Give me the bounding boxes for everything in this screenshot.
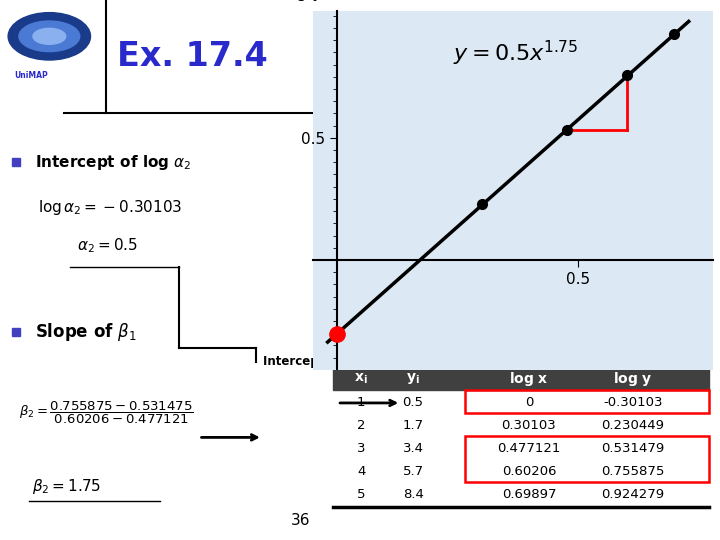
Text: 3.4: 3.4 — [402, 442, 423, 455]
Text: 4: 4 — [357, 465, 365, 478]
Text: 2: 2 — [357, 420, 366, 433]
Text: UniMAP: UniMAP — [14, 71, 48, 80]
Ellipse shape — [19, 21, 80, 52]
Text: 0.30103: 0.30103 — [502, 420, 557, 433]
Text: log $y$: log $y$ — [282, 0, 325, 3]
Text: 1: 1 — [357, 396, 366, 409]
Ellipse shape — [8, 12, 91, 60]
Text: Slope of $\beta_1$: Slope of $\beta_1$ — [35, 321, 137, 343]
Text: $\mathbf{x_i}$: $\mathbf{x_i}$ — [354, 372, 368, 386]
Text: 0.60206: 0.60206 — [502, 465, 557, 478]
Text: $\beta_2 = \dfrac{0.755875 - 0.531475}{0.60206 - 0.477121}$: $\beta_2 = \dfrac{0.755875 - 0.531475}{0… — [19, 400, 194, 426]
Ellipse shape — [33, 28, 66, 44]
Text: 0.5: 0.5 — [402, 396, 423, 409]
Text: Intercept data: Intercept data — [263, 355, 358, 368]
Bar — [465, 436, 708, 482]
Text: 0.755875: 0.755875 — [601, 465, 665, 478]
Text: 5: 5 — [357, 488, 366, 501]
Text: Intercept of log $\alpha_2$: Intercept of log $\alpha_2$ — [35, 152, 192, 172]
Text: $\beta_2 = 1.75$: $\beta_2 = 1.75$ — [32, 476, 102, 496]
Bar — [465, 390, 708, 413]
Text: 8.4: 8.4 — [402, 488, 423, 501]
Text: $\mathbf{log\ x}$: $\mathbf{log\ x}$ — [509, 370, 549, 388]
Text: 0.69897: 0.69897 — [502, 488, 557, 501]
Text: 0.477121: 0.477121 — [498, 442, 561, 455]
Text: $\alpha_2 = 0.5$: $\alpha_2 = 0.5$ — [77, 237, 138, 255]
Text: 0.531479: 0.531479 — [601, 442, 665, 455]
Text: 3: 3 — [357, 442, 366, 455]
Text: $\mathbf{log\ y}$: $\mathbf{log\ y}$ — [613, 370, 652, 388]
Bar — [333, 367, 708, 390]
Text: 5.7: 5.7 — [402, 465, 423, 478]
Text: $y = 0.5x^{1.75}$: $y = 0.5x^{1.75}$ — [453, 39, 578, 69]
Text: $\log \alpha_2 = -0.30103$: $\log \alpha_2 = -0.30103$ — [38, 198, 183, 218]
Text: 0.230449: 0.230449 — [601, 420, 665, 433]
Text: 0.924279: 0.924279 — [601, 488, 665, 501]
Text: 0: 0 — [525, 396, 534, 409]
Text: Ex. 17.4: Ex. 17.4 — [117, 40, 268, 73]
Text: 1.7: 1.7 — [402, 420, 423, 433]
Text: 36: 36 — [292, 513, 311, 528]
Text: -0.30103: -0.30103 — [603, 396, 662, 409]
Text: $\mathbf{y_i}$: $\mathbf{y_i}$ — [406, 372, 420, 386]
